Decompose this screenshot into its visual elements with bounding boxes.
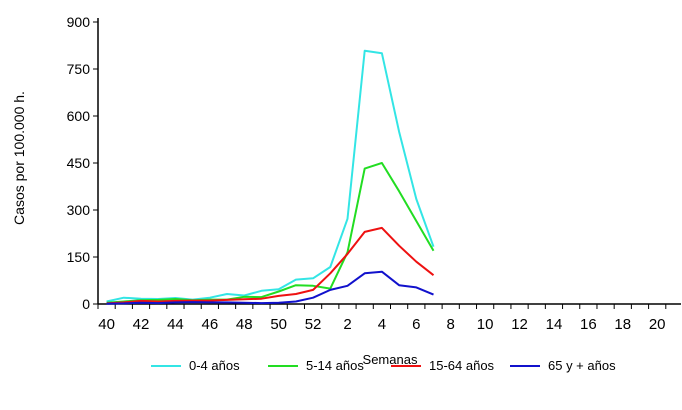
- series-line-1: [106, 49, 435, 303]
- x-tick-label: 20: [649, 316, 666, 333]
- legend-item: 15-64 años: [391, 358, 494, 373]
- x-tick-label: 40: [98, 316, 115, 333]
- legend-label: 0-4 años: [189, 358, 240, 373]
- series-line-2: [106, 162, 435, 304]
- x-tick-label: 4: [378, 316, 386, 333]
- x-tick-label: 2: [343, 316, 351, 333]
- legend-item: 0-4 años: [151, 358, 240, 373]
- y-tick-label: 450: [67, 155, 91, 171]
- y-tick-label: 0: [82, 296, 90, 312]
- x-tick-label: 46: [201, 316, 218, 333]
- y-tick-label: 300: [67, 202, 91, 218]
- x-tick-label: 48: [236, 316, 253, 333]
- legend-swatch: [268, 364, 298, 367]
- series-layer: [106, 49, 435, 305]
- series-line-4: [106, 270, 434, 305]
- y-tick-label: 750: [67, 61, 91, 77]
- series-line-3: [106, 226, 435, 305]
- x-tick-label: 52: [305, 316, 322, 333]
- x-tick-label: 6: [412, 316, 420, 333]
- x-tick-label: 12: [511, 316, 528, 333]
- y-tick-label: 600: [67, 108, 91, 124]
- x-tick-label: 50: [270, 316, 287, 333]
- y-axis-label: Casos por 100.000 h.: [11, 91, 27, 225]
- x-tick-label: 10: [477, 316, 494, 333]
- x-tick-label: 16: [580, 316, 597, 333]
- legend: 0-4 años 5-14 años 15-64 años 65 y + años: [0, 356, 682, 386]
- y-tick-label: 150: [67, 249, 91, 265]
- x-tick-label: 14: [546, 316, 563, 333]
- legend-item: 65 y + años: [510, 358, 616, 373]
- y-tick-label: 900: [67, 14, 91, 30]
- x-tick-label: 18: [614, 316, 631, 333]
- legend-label: 15-64 años: [429, 358, 495, 373]
- legend-swatch: [151, 364, 181, 367]
- x-tick-label: 8: [447, 316, 455, 333]
- x-tick-label: 44: [167, 316, 184, 333]
- x-tick-label: 42: [133, 316, 150, 333]
- legend-label: 65 y + años: [548, 358, 616, 373]
- x-axis-label: Semanas: [363, 352, 418, 367]
- legend-label: 5-14 años: [306, 358, 364, 373]
- legend-item: 5-14 años: [268, 358, 364, 373]
- legend-swatch: [391, 364, 421, 367]
- legend-swatch: [510, 364, 540, 367]
